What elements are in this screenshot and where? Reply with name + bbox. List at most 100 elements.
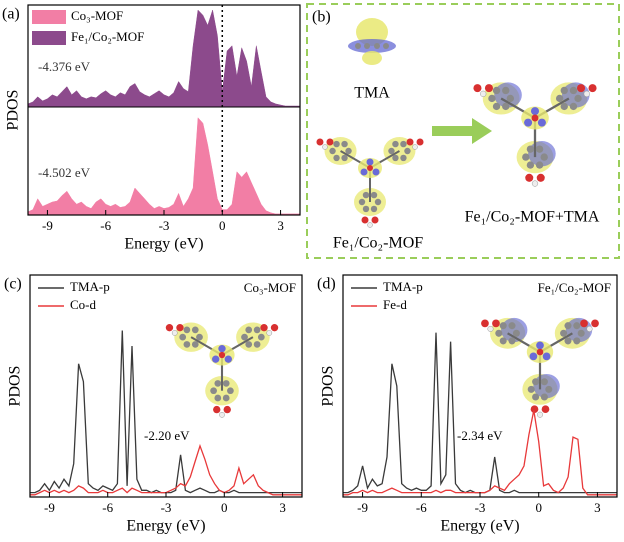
atom [531, 180, 539, 187]
atom [367, 222, 373, 228]
atom [260, 324, 268, 332]
atom [564, 322, 572, 330]
atom [577, 84, 586, 93]
molecule-label: TMA [354, 85, 390, 102]
atom [361, 216, 369, 224]
annotation: -4.502 eV [38, 165, 91, 180]
atom [191, 326, 199, 334]
orbital [494, 82, 522, 108]
atom [171, 330, 178, 336]
x-axis-label: Energy (eV) [440, 518, 519, 535]
x-tick-label: -6 [100, 218, 111, 233]
area [27, 117, 301, 216]
atom [580, 319, 588, 328]
molecule [316, 137, 424, 228]
x-tick-label: -3 [161, 500, 172, 515]
orbital [356, 18, 388, 46]
atom [345, 147, 352, 155]
atom [560, 102, 568, 111]
legend-label: Co-d [70, 297, 97, 312]
atom [537, 118, 546, 127]
panel-label: (d) [317, 276, 336, 293]
atom [374, 43, 380, 49]
atom [364, 43, 370, 49]
atom [367, 165, 373, 171]
atom [524, 118, 533, 127]
atom [358, 198, 366, 206]
atom [536, 348, 544, 356]
atom [583, 90, 590, 97]
x-tick-label: 3 [594, 500, 601, 515]
atom [341, 140, 348, 148]
atom [537, 411, 543, 418]
atom [266, 330, 273, 336]
atom [176, 324, 184, 332]
atom [222, 380, 230, 387]
arrow [432, 118, 492, 144]
atom [577, 329, 585, 337]
x-tick-label: -9 [42, 218, 53, 233]
atom [508, 322, 516, 330]
atom [241, 333, 248, 341]
atom [506, 94, 515, 103]
inset-label: Co₃-MOF [244, 280, 296, 295]
atom [481, 319, 489, 328]
x-axis-label: Energy (eV) [124, 236, 203, 253]
annotation: -2.34 eV [457, 428, 503, 443]
molecule [473, 82, 597, 187]
atom [512, 329, 520, 337]
atom [371, 216, 379, 224]
molecule [165, 322, 279, 418]
atom [412, 144, 418, 150]
panel-b-frame [306, 3, 620, 259]
atom [536, 341, 544, 350]
y-axis-label: PDOS [7, 366, 24, 407]
atom [535, 161, 544, 169]
atom [416, 138, 424, 146]
atom [362, 191, 370, 199]
atom [322, 144, 328, 150]
atom [529, 352, 538, 361]
x-tick-label: -6 [102, 500, 113, 515]
atom [526, 145, 535, 153]
atom [473, 84, 482, 93]
atom [224, 355, 232, 363]
atom [487, 325, 494, 332]
atom [362, 205, 370, 213]
atom [522, 153, 530, 161]
atom [245, 326, 253, 334]
area [27, 9, 301, 108]
atom [372, 168, 380, 176]
atom [502, 102, 510, 111]
legend-label: TMA-p [70, 279, 110, 294]
legend-swatch [32, 10, 66, 24]
legend-label: TMA-p [383, 279, 423, 294]
atom [374, 198, 382, 206]
orbital [348, 39, 396, 53]
atom [586, 325, 593, 332]
molecule-label: Fe₁/Co₂-MOF [333, 235, 423, 252]
atom [270, 324, 279, 332]
panel-label: (b) [312, 9, 331, 26]
atom [253, 326, 261, 334]
atom [573, 322, 581, 330]
atom [532, 393, 540, 401]
orbital [362, 51, 382, 65]
x-tick-label: -6 [416, 500, 427, 515]
atom [588, 84, 597, 93]
annotation: -2.20 eV [144, 428, 190, 443]
atom [383, 43, 389, 49]
y-axis-label: PDOS [5, 90, 22, 131]
x-tick-label: -3 [475, 500, 486, 515]
legend-label: Fe₁/Co₂-MOF [71, 29, 144, 44]
atom [183, 326, 191, 334]
atom [492, 86, 501, 95]
atom [536, 173, 545, 182]
x-tick-label: -9 [44, 500, 55, 515]
atom [400, 140, 407, 148]
atom [214, 380, 222, 387]
x-tick-label: 0 [535, 500, 542, 515]
x-axis-label: Energy (eV) [126, 518, 205, 535]
